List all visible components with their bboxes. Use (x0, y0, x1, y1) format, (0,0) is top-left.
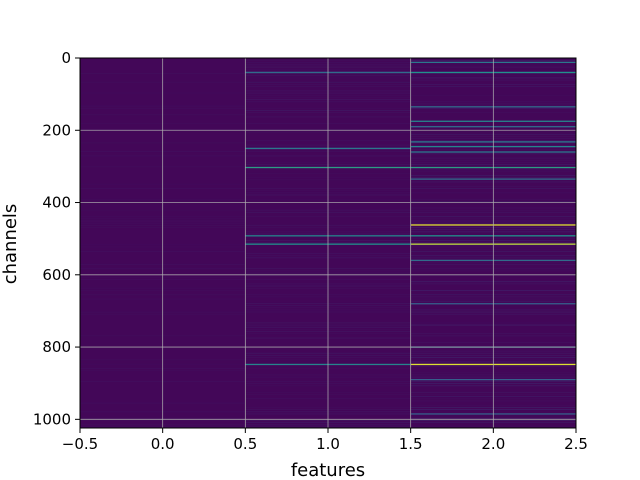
x-tick-label: −0.5 (62, 435, 98, 453)
x-tick-label: 2.5 (564, 435, 588, 453)
x-tick-label: 0.5 (233, 435, 257, 453)
x-tick-label: 1.0 (316, 435, 340, 453)
y-tick-label: 600 (42, 266, 71, 284)
y-tick-label: 800 (42, 338, 71, 356)
x-axis: −0.5 0.0 0.5 1.0 1.5 2.0 2.5 (62, 428, 588, 453)
y-axis-label: channels (0, 204, 21, 285)
y-axis: 0 200 400 600 800 1000 (33, 49, 80, 428)
y-tick-label: 200 (42, 121, 71, 139)
plot-area (79, 57, 577, 429)
y-tick-label: 1000 (33, 410, 71, 428)
y-tick-label: 400 (42, 194, 71, 212)
x-tick-label: 2.0 (481, 435, 505, 453)
x-tick-label: 1.5 (399, 435, 423, 453)
x-tick-label: 0.0 (151, 435, 175, 453)
x-axis-label: features (291, 460, 365, 480)
y-tick-label: 0 (61, 49, 71, 67)
